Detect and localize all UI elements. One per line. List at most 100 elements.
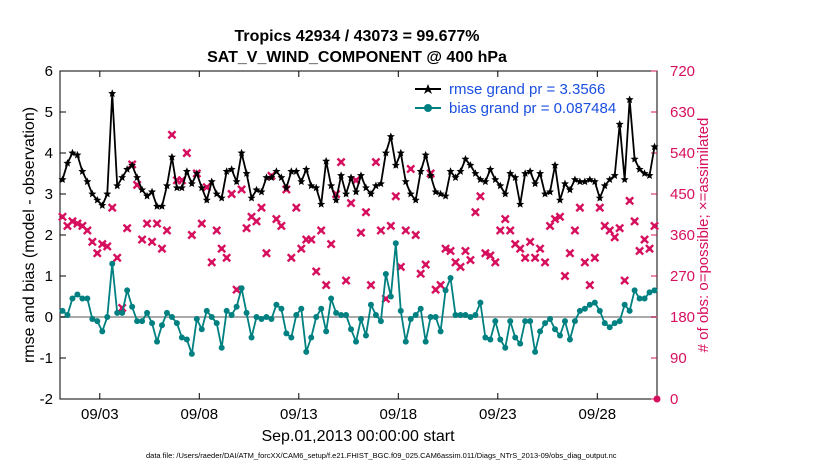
- y-left-tick-label: 0: [45, 309, 53, 326]
- rmse-point: [605, 175, 614, 184]
- rmse-point: [406, 189, 415, 198]
- obs-count-point: [137, 235, 147, 245]
- obs-count-point: [346, 198, 356, 208]
- bias-point: [407, 316, 414, 323]
- obs-count-point: [122, 223, 132, 233]
- rmse-point: [580, 177, 589, 186]
- rmse-point: [182, 167, 191, 175]
- obs-count-point: [361, 207, 371, 217]
- bias-point: [502, 344, 509, 351]
- bias-point: [353, 338, 360, 345]
- rmse-point: [356, 171, 365, 179]
- rmse-point: [645, 171, 654, 179]
- rmse-point: [247, 193, 256, 202]
- obs-count-point: [102, 241, 112, 251]
- legend: rmse grand pr = 3.3566 bias grand pr = 0…: [415, 81, 616, 117]
- rmse-point: [138, 185, 147, 194]
- rmse-point: [157, 202, 166, 210]
- bias-point: [372, 311, 379, 318]
- rmse-point: [162, 181, 171, 190]
- obs-count-point: [560, 271, 570, 281]
- bias-point: [273, 301, 280, 308]
- bias-point: [581, 305, 588, 312]
- obs-count-point: [470, 207, 480, 217]
- bias-point: [343, 311, 350, 318]
- bias-point: [542, 320, 549, 327]
- bias-point: [144, 309, 151, 316]
- bias-point: [69, 295, 76, 302]
- bias-point: [154, 338, 161, 345]
- bias-point: [576, 307, 583, 314]
- obs-count-point: [545, 221, 555, 231]
- obs-count-point: [446, 246, 455, 256]
- bias-point: [94, 318, 101, 325]
- obs-count-point: [650, 221, 659, 231]
- bias-point: [178, 334, 185, 341]
- obs-count-point: [640, 235, 650, 245]
- rmse-point: [312, 183, 321, 192]
- rmse-point: [386, 132, 395, 140]
- rmse-point: [461, 154, 470, 163]
- y-left-tick-label: 1: [45, 268, 53, 285]
- rmse-point: [521, 169, 530, 177]
- bias-point: [457, 311, 464, 318]
- legend-rmse-marker: [423, 84, 433, 94]
- obs-count-point: [525, 237, 535, 247]
- bias-point: [591, 299, 598, 306]
- bias-point: [203, 307, 210, 314]
- rmse-point: [93, 195, 102, 204]
- rmse-point: [376, 179, 385, 188]
- bias-point: [561, 318, 568, 325]
- rmse-point: [103, 189, 112, 198]
- rmse-point: [277, 173, 286, 181]
- rmse-point: [625, 95, 634, 104]
- rmse-point: [267, 173, 276, 181]
- bias-point: [268, 316, 275, 323]
- obs-count-point: [67, 216, 77, 226]
- bias-point: [149, 320, 156, 327]
- obs-count-point: [645, 244, 654, 254]
- rmse-point: [257, 187, 266, 196]
- legend-rmse-label: rmse grand pr = 3.3566: [449, 81, 605, 98]
- obs-count-point: [515, 244, 525, 254]
- bias-point: [139, 318, 146, 325]
- y-axis-left-ticks: -2 -1 0 1 2 3 4 5 6: [40, 63, 66, 408]
- obs-count-point: [461, 246, 470, 256]
- rmse-point: [416, 167, 425, 175]
- obs-count-point: [107, 203, 117, 213]
- rmse-point: [426, 171, 435, 179]
- rmse-point: [88, 189, 97, 198]
- obs-count-point: [97, 239, 107, 249]
- obs-count-point: [242, 223, 252, 233]
- bias-point: [303, 348, 310, 355]
- bias-point: [566, 336, 573, 343]
- rmse-point: [401, 177, 410, 186]
- bias-point: [537, 328, 544, 335]
- rmse-point: [575, 177, 584, 186]
- bias-point: [646, 289, 653, 296]
- obs-count-point: [625, 196, 635, 206]
- bias-point: [552, 326, 559, 333]
- rmse-point: [292, 167, 301, 175]
- obs-count-point: [630, 216, 640, 226]
- bias-point: [313, 314, 320, 320]
- bias-point: [651, 287, 658, 294]
- bias-point: [432, 314, 439, 320]
- obs-count-point: [296, 244, 306, 254]
- bias-point: [74, 291, 81, 298]
- bias-point: [188, 350, 195, 357]
- bias-point: [636, 295, 643, 302]
- bias-point: [258, 316, 265, 323]
- bias-point: [59, 307, 66, 314]
- y-right-tick-label: 540: [670, 145, 695, 162]
- rmse-point: [630, 154, 639, 163]
- bias-point: [556, 332, 563, 339]
- bias-point: [387, 293, 394, 300]
- bias-point: [168, 314, 175, 320]
- bias-point: [422, 338, 429, 345]
- obs-count-point: [212, 225, 222, 235]
- rmse-point: [172, 183, 181, 192]
- y-right-tick-label: 360: [670, 227, 695, 244]
- obs-count-point: [505, 225, 515, 235]
- x-axis-label: Sep.01,2013 00:00:00 start: [261, 428, 455, 445]
